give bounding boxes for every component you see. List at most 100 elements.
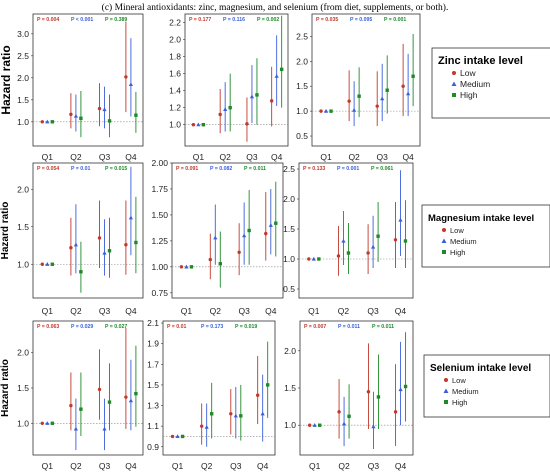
- x-tick-label: Q2: [70, 152, 82, 162]
- point-high: [279, 67, 284, 72]
- point-high: [347, 414, 351, 418]
- point-high: [376, 234, 380, 238]
- point-medium: [311, 256, 316, 261]
- x-tick-label: Q4: [125, 461, 137, 471]
- point-low: [401, 84, 405, 88]
- point-high: [180, 434, 185, 439]
- point-high: [228, 105, 232, 110]
- point-medium: [406, 91, 411, 96]
- y-tick-label: 2.0: [169, 35, 181, 45]
- y-tick-label: 1.3: [147, 401, 159, 411]
- point-medium: [128, 82, 133, 86]
- x-tick-label: Q4: [265, 306, 277, 316]
- x-tick-label: Q4: [257, 461, 269, 471]
- point-medium: [233, 413, 238, 418]
- p-value-high: P = 0.011: [372, 324, 394, 330]
- y-tick-label: 2.0: [284, 346, 296, 356]
- y-tick-label: 2.5: [283, 164, 295, 174]
- x-tick-label: Q3: [367, 306, 379, 316]
- point-low: [237, 250, 241, 255]
- y-tick-label: 1.0: [17, 418, 29, 428]
- point-high: [79, 407, 83, 411]
- point-low: [97, 387, 102, 392]
- point-low: [69, 403, 73, 408]
- point-medium: [352, 107, 357, 112]
- point-high: [134, 391, 138, 396]
- point-high: [50, 120, 54, 124]
- point-low: [124, 243, 128, 247]
- point-medium: [223, 107, 228, 111]
- point-low: [191, 123, 196, 127]
- x-tick-label: Q4: [271, 152, 283, 162]
- y-tick-label: 1.6: [169, 69, 181, 79]
- legend-marker-low: [444, 378, 448, 382]
- y-tick-label: 1.5: [147, 380, 159, 390]
- point-medium: [45, 421, 50, 425]
- point-medium: [184, 264, 189, 269]
- y-tick-label: 1.0: [17, 117, 29, 127]
- legend-label-high: High: [450, 248, 465, 257]
- x-tick-label: Q4: [402, 152, 414, 162]
- point-medium: [371, 424, 376, 429]
- p-value-low: P = 0.177: [189, 17, 211, 23]
- y-tick-label: 1.75: [151, 184, 168, 194]
- y-tick-label: 1.2: [169, 103, 181, 113]
- point-low: [337, 410, 341, 414]
- x-tick-label: Q3: [238, 306, 250, 316]
- point-medium: [323, 108, 329, 113]
- y-tick-label: 0.5: [283, 284, 295, 294]
- x-tick-label: Q2: [70, 461, 82, 471]
- point-medium: [341, 421, 347, 426]
- y-tick-label: 1.25: [151, 236, 168, 246]
- point-high: [317, 257, 321, 261]
- panel-frame: [311, 13, 421, 147]
- point-low: [269, 99, 274, 103]
- point-medium: [128, 398, 133, 403]
- y-tick-label: 3.0: [17, 29, 29, 39]
- panel-frame: [32, 320, 144, 456]
- p-value-medium: P = 0.173: [201, 324, 223, 330]
- x-tick-label: Q1: [308, 306, 320, 316]
- legend-marker-medium: [451, 81, 457, 86]
- point-high: [239, 414, 243, 418]
- y-tick-label: 2.2: [169, 18, 181, 28]
- x-tick-label: Q2: [70, 306, 82, 316]
- point-high: [255, 93, 259, 97]
- y-tick-label: 1.1: [147, 421, 159, 431]
- legend-label-medium: Medium: [452, 387, 479, 396]
- y-axis-title: Hazard ratio: [0, 45, 13, 114]
- point-low: [366, 251, 370, 255]
- point-medium: [398, 387, 403, 392]
- point-low: [199, 424, 204, 428]
- point-medium: [274, 73, 279, 78]
- x-tick-label: Q1: [42, 306, 54, 316]
- p-value-medium: P = 0.116: [223, 17, 245, 23]
- x-tick-label: Q1: [42, 152, 54, 162]
- p-value-high: P = 0.061: [371, 166, 393, 172]
- point-high: [411, 74, 415, 78]
- point-medium: [398, 217, 403, 222]
- p-value-high: P = 0.001: [384, 17, 406, 23]
- legend-label-low: Low: [452, 376, 466, 385]
- p-value-medium: P = 0.095: [350, 17, 372, 23]
- legend-marker-low: [442, 228, 446, 232]
- x-tick-label: Q3: [246, 152, 258, 162]
- y-tick-label: 1.5: [296, 81, 308, 91]
- point-medium: [102, 250, 107, 255]
- point-medium: [73, 113, 78, 118]
- point-high: [134, 240, 138, 245]
- point-low: [307, 423, 312, 427]
- y-tick-label: 1.5: [17, 95, 29, 105]
- point-medium: [196, 122, 201, 127]
- point-low: [40, 421, 44, 425]
- point-high: [79, 270, 83, 274]
- x-tick-label: Q1: [181, 306, 193, 316]
- point-high: [79, 116, 83, 120]
- point-low: [170, 434, 175, 439]
- y-tick-label: 1.0: [283, 254, 295, 264]
- point-low: [124, 75, 128, 79]
- point-high: [107, 119, 112, 123]
- legend-label-low: Low: [460, 68, 476, 78]
- x-tick-label: Q4: [125, 152, 137, 162]
